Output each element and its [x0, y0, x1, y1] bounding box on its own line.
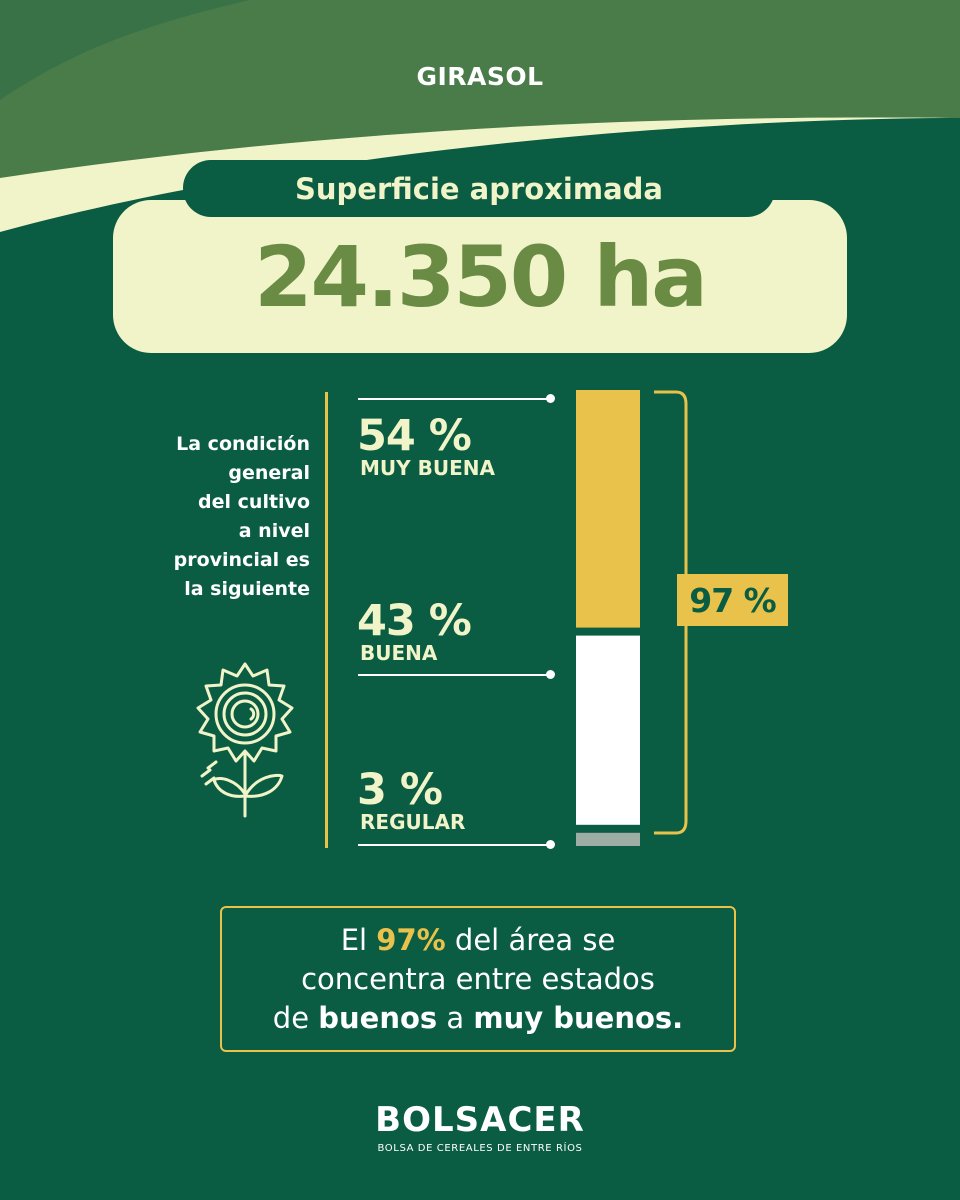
stat-label-muy-buena: MUY BUENA	[360, 456, 495, 480]
bar-segment-regular	[576, 832, 640, 846]
summary-emphasis: muy buenos.	[473, 1000, 684, 1035]
summary-text: a	[437, 1000, 474, 1035]
intro-line: general	[228, 462, 310, 484]
stat-rule-regular	[358, 844, 550, 846]
summary-box: El 97% del área se concentra entre estad…	[220, 906, 736, 1052]
intro-text: La condición general del cultivo a nivel…	[120, 430, 310, 604]
total-badge: 97 %	[677, 574, 788, 626]
stat-label-regular: REGULAR	[360, 810, 466, 834]
summary-line-2: concentra entre estados	[301, 961, 655, 996]
stat-dot	[546, 394, 555, 403]
stat-rule-muy-buena	[358, 398, 550, 400]
brand-subtitle: BOLSA DE CEREALES DE ENTRE RÍOS	[377, 1143, 583, 1154]
intro-line: provincial es	[173, 549, 310, 571]
stat-label-buena: BUENA	[360, 641, 438, 665]
vertical-divider	[325, 392, 328, 848]
intro-line: a nivel	[238, 520, 310, 542]
sunflower-icon	[196, 662, 294, 818]
stat-value-muy-buena: 54 %	[357, 411, 472, 461]
page-title: GIRASOL	[416, 62, 544, 91]
summary-highlight: 97%	[376, 922, 446, 957]
stat-rule-buena	[358, 674, 550, 676]
surface-value: 24.350 ha	[113, 200, 847, 353]
summary-line-1: El 97% del área se	[341, 921, 616, 960]
stat-value-regular: 3 %	[357, 765, 443, 815]
surface-label: Superficie aproximada	[183, 160, 775, 217]
stacked-bar-chart	[576, 390, 640, 846]
brand-logo: BOLSACER	[375, 1100, 585, 1140]
bar-segment-buena	[576, 635, 640, 825]
stat-dot	[546, 670, 555, 679]
summary-text: El	[340, 922, 377, 957]
summary-emphasis: buenos	[318, 1000, 438, 1035]
intro-line: La condición	[176, 433, 310, 455]
summary-text: de	[272, 1000, 319, 1035]
bar-segment-muy-buena	[576, 390, 640, 628]
stat-dot	[546, 840, 555, 849]
intro-line: la siguiente	[184, 578, 310, 600]
intro-line: del cultivo	[198, 491, 310, 513]
summary-text: del área se	[445, 922, 616, 957]
stat-value-buena: 43 %	[357, 596, 472, 646]
summary-line-3: de buenos a muy buenos.	[273, 999, 683, 1038]
